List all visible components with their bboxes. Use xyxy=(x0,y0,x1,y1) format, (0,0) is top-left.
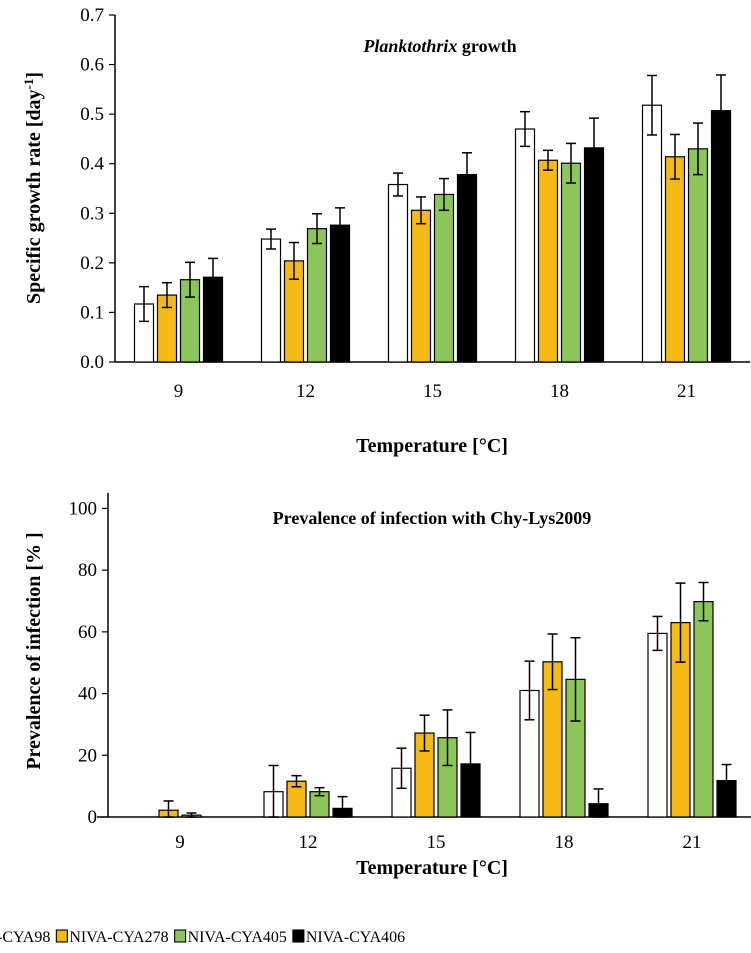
y-tick-label: 0.3 xyxy=(80,203,104,224)
chart1-ylabel: Specific growth rate [day-1] xyxy=(21,72,45,304)
y-tick-label: 20 xyxy=(78,745,97,766)
bar xyxy=(514,128,536,363)
x-tick-label: 18 xyxy=(555,832,574,853)
x-tick-label: 18 xyxy=(550,381,569,402)
bar xyxy=(641,104,663,363)
x-tick-label: 9 xyxy=(174,381,184,402)
chart1-ylabel-main: Specific growth rate [day xyxy=(23,89,45,304)
chart1-title-italic: Planktothrix xyxy=(362,36,457,56)
legend-label: -CYA98 xyxy=(0,929,50,946)
y-tick-label: 100 xyxy=(69,498,98,519)
x-tick-label: 15 xyxy=(427,832,446,853)
bar xyxy=(260,238,282,363)
chart1-title-rest: growth xyxy=(462,36,517,56)
bar xyxy=(537,159,559,363)
bar xyxy=(583,147,605,363)
x-tick-label: 12 xyxy=(299,832,318,853)
legend-swatch xyxy=(292,929,305,943)
x-tick-label: 21 xyxy=(683,832,702,853)
y-tick-label: 0.6 xyxy=(80,55,104,76)
x-tick-label: 12 xyxy=(296,381,315,402)
y-tick-label: 60 xyxy=(78,622,97,643)
bar xyxy=(647,632,668,818)
chart1-ylabel-close: ] xyxy=(23,72,45,79)
bar xyxy=(387,183,409,363)
y-tick-label: 0.4 xyxy=(80,154,104,175)
y-tick-label: 0.7 xyxy=(80,5,104,26)
bar xyxy=(306,228,328,363)
y-tick-label: 0.2 xyxy=(80,253,104,274)
x-tick-label: 9 xyxy=(175,832,185,853)
y-tick-label: 0.5 xyxy=(80,104,104,125)
legend-label: NIVA-CYA278 xyxy=(69,929,168,946)
y-tick-label: 0.1 xyxy=(80,302,104,323)
chart2-title: Prevalence of infection with Chy-Lys2009 xyxy=(273,508,592,528)
bar xyxy=(433,193,455,363)
bar xyxy=(710,110,732,363)
growth-chart: Planktothrix growth Specific growth rate… xyxy=(21,5,750,457)
chart1-title: Planktothrix growth xyxy=(362,36,516,56)
bar xyxy=(456,174,478,363)
infection-chart: Prevalence of infection with Chy-Lys2009… xyxy=(23,493,751,879)
bar xyxy=(560,162,582,363)
chart1-ylabel-sup: -1 xyxy=(21,79,36,90)
bar xyxy=(693,601,714,818)
y-tick-label: 0.0 xyxy=(80,352,104,373)
legend-swatch xyxy=(55,929,68,943)
y-tick-label: 80 xyxy=(78,560,97,581)
x-tick-label: 21 xyxy=(677,381,696,402)
legend-label: NIVA-CYA406 xyxy=(306,929,405,946)
y-tick-label: 0 xyxy=(88,807,98,828)
bar xyxy=(687,148,709,363)
legend-label: NIVA-CYA405 xyxy=(188,929,287,946)
bar xyxy=(664,156,686,363)
bar xyxy=(410,209,432,363)
legend-swatch xyxy=(174,929,187,943)
chart2-xlabel: Temperature [°C] xyxy=(356,857,508,879)
chart1-xlabel: Temperature [°C] xyxy=(356,435,508,457)
x-tick-label: 15 xyxy=(423,381,442,402)
legend: -CYA98 NIVA-CYA278 NIVA-CYA405 NIVA-CYA406 xyxy=(0,929,405,946)
bar xyxy=(329,224,351,363)
y-tick-label: 40 xyxy=(78,684,97,705)
chart2-ylabel: Prevalence of infection [% ] xyxy=(23,532,45,769)
